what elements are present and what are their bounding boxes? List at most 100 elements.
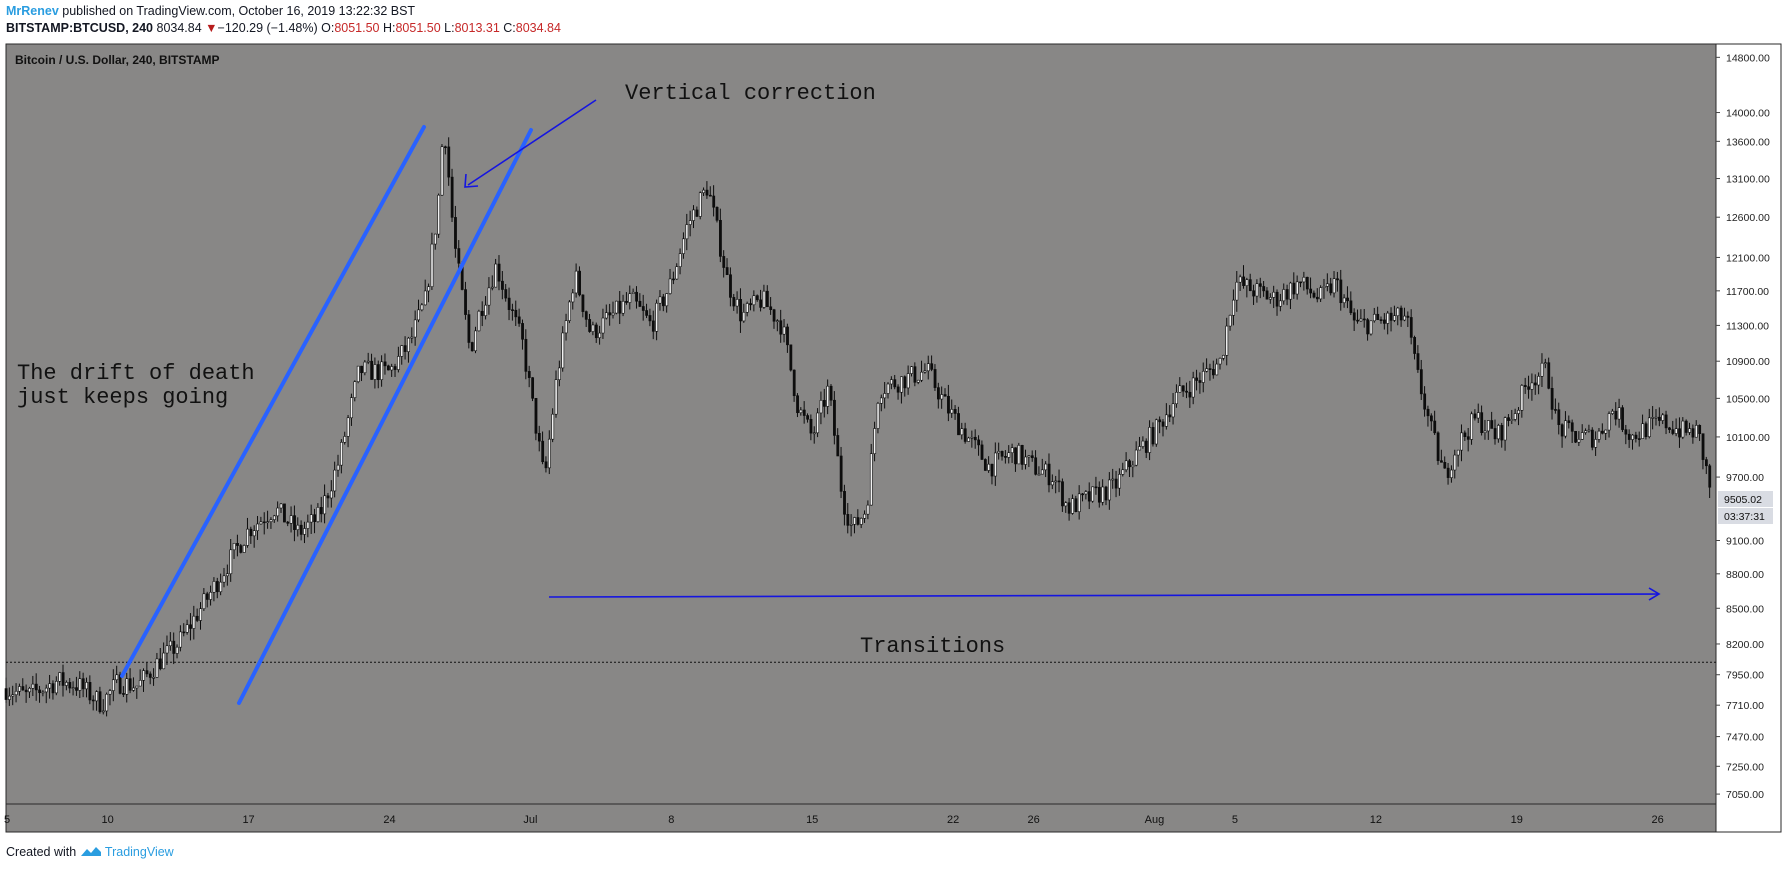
candle xyxy=(1627,429,1631,448)
candle xyxy=(454,205,457,258)
candle xyxy=(68,678,72,694)
candle xyxy=(169,632,172,651)
candle xyxy=(1114,470,1118,498)
candle xyxy=(269,517,273,529)
candle xyxy=(373,357,377,389)
transitions-arrow[interactable] xyxy=(548,587,1661,601)
lower-channel-line[interactable] xyxy=(237,128,533,705)
candle xyxy=(266,510,270,529)
candle xyxy=(185,619,189,635)
candle xyxy=(1604,429,1608,441)
candle xyxy=(1456,449,1460,467)
candle xyxy=(1621,405,1624,433)
candle xyxy=(423,279,427,306)
candle xyxy=(648,308,652,327)
candle xyxy=(849,514,853,537)
candle xyxy=(1617,398,1621,428)
annotation-drift-line-1[interactable]: The drift of death xyxy=(17,361,255,386)
chart-plot-area[interactable] xyxy=(6,44,1716,832)
candle xyxy=(1641,414,1645,440)
candle xyxy=(859,517,863,529)
candle xyxy=(735,291,739,314)
candle xyxy=(651,310,655,340)
x-tick-label: 5 xyxy=(1232,814,1238,826)
candle xyxy=(1017,442,1021,465)
candle xyxy=(1678,417,1681,448)
y-tick-label: 8500.00 xyxy=(1726,603,1764,615)
candle xyxy=(390,363,394,377)
candle xyxy=(1262,281,1266,297)
candle xyxy=(1584,428,1588,435)
candle xyxy=(1097,481,1101,508)
candle xyxy=(866,500,870,520)
candle xyxy=(413,310,417,346)
candle xyxy=(1332,271,1336,298)
time-axis[interactable] xyxy=(6,804,1716,832)
candle xyxy=(18,683,21,696)
annotation-transitions[interactable]: Transitions xyxy=(860,634,1005,659)
candle xyxy=(21,678,25,691)
candle xyxy=(1466,427,1470,452)
candle xyxy=(323,484,327,524)
candle xyxy=(1567,415,1571,429)
candle xyxy=(1651,406,1655,430)
candle xyxy=(1607,411,1611,438)
candle xyxy=(192,605,196,640)
candle xyxy=(98,686,102,714)
candle xyxy=(896,384,900,400)
candle xyxy=(1443,456,1447,469)
candle xyxy=(1064,501,1068,513)
candle xyxy=(1275,289,1279,316)
candle xyxy=(480,301,484,327)
x-tick-label: 8 xyxy=(668,814,674,826)
candle xyxy=(380,355,384,387)
candle xyxy=(1473,409,1477,421)
candle xyxy=(504,284,508,302)
candle xyxy=(1265,287,1269,300)
candle xyxy=(1362,308,1366,328)
candle xyxy=(1104,485,1108,506)
candle xyxy=(1071,494,1074,515)
candle xyxy=(893,374,897,390)
candle xyxy=(1704,456,1708,475)
author-name[interactable]: MrRenev xyxy=(6,4,59,18)
candle xyxy=(1272,285,1276,309)
candle xyxy=(547,430,551,475)
candle xyxy=(668,268,672,295)
candle xyxy=(1594,431,1598,456)
upper-channel-line[interactable] xyxy=(120,125,426,678)
candle xyxy=(926,355,930,380)
candle xyxy=(1436,431,1440,465)
candle xyxy=(876,401,880,434)
candle xyxy=(155,652,159,678)
candle xyxy=(729,267,732,307)
candle xyxy=(695,206,699,217)
candle xyxy=(900,376,903,404)
last-price: 8034.84 xyxy=(156,21,202,35)
low-value: 8013.31 xyxy=(454,21,500,35)
candle xyxy=(14,683,18,703)
candle xyxy=(977,435,981,456)
candle xyxy=(755,294,759,302)
close-value: 8034.84 xyxy=(515,21,561,35)
candle xyxy=(1322,278,1326,299)
candle xyxy=(410,327,414,344)
candle xyxy=(635,286,638,309)
candle xyxy=(745,301,749,317)
candle xyxy=(437,193,441,238)
candle xyxy=(343,431,347,445)
tradingview-link[interactable]: TradingView xyxy=(104,845,174,859)
annotation-vertical-correction[interactable]: Vertical correction xyxy=(625,81,876,106)
annotation-drift-line-2[interactable]: just keeps going xyxy=(17,385,228,410)
correction-arrow[interactable] xyxy=(464,99,597,188)
candle xyxy=(1027,455,1031,467)
candle xyxy=(558,360,561,387)
candle xyxy=(1315,288,1319,303)
candle xyxy=(450,168,454,223)
candle xyxy=(1597,427,1601,443)
candle xyxy=(806,413,810,423)
candle xyxy=(1480,405,1484,436)
price-axis[interactable] xyxy=(1716,44,1781,832)
candle xyxy=(1054,475,1058,494)
